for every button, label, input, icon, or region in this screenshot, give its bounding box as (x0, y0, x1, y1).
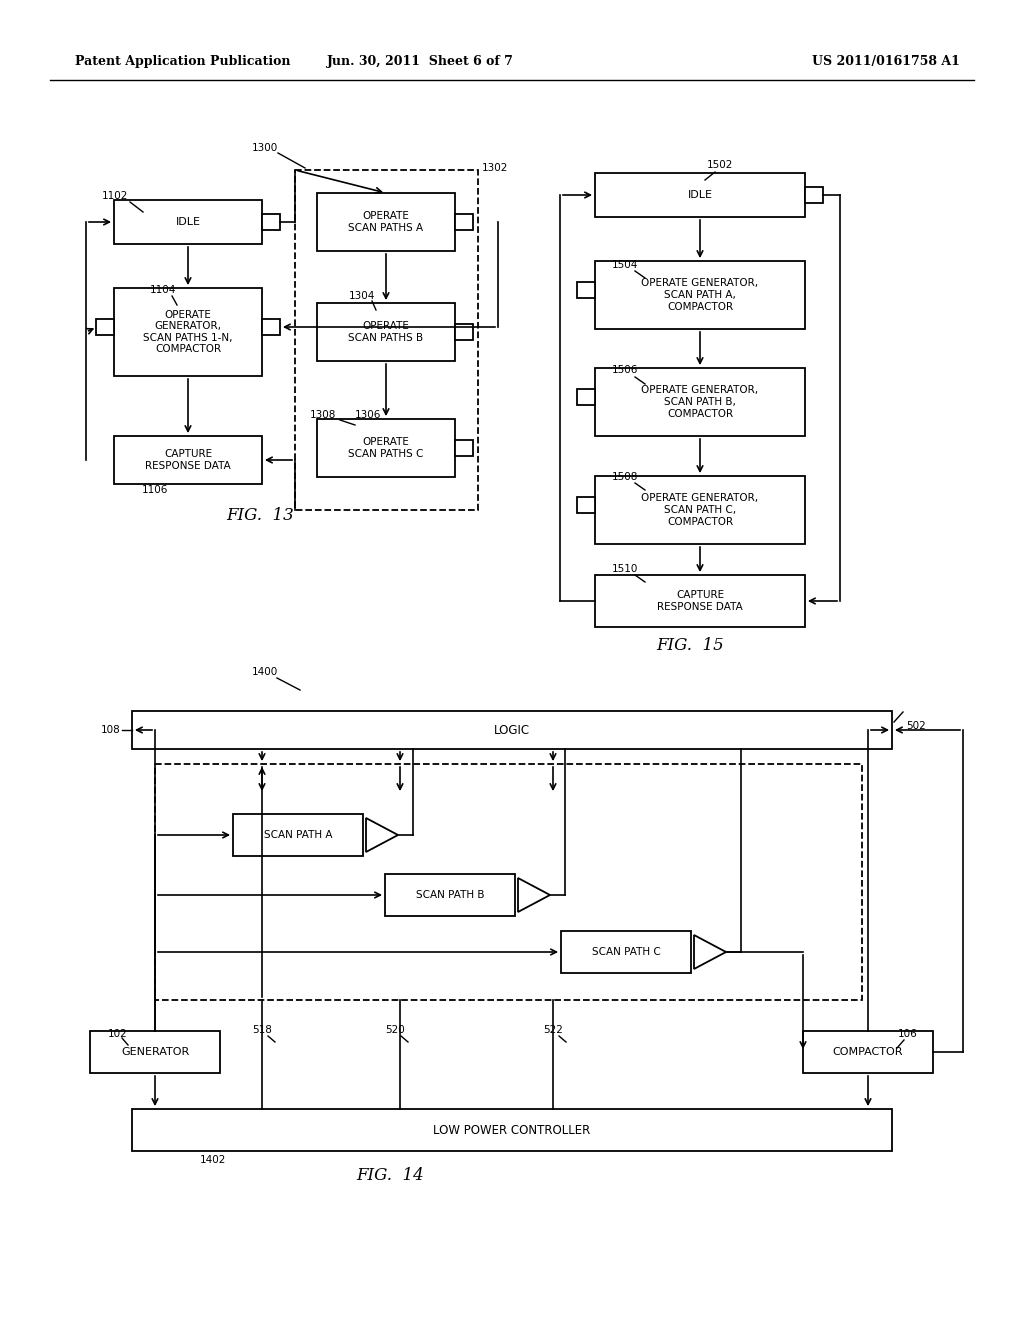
Text: OPERATE GENERATOR,
SCAN PATH A,
COMPACTOR: OPERATE GENERATOR, SCAN PATH A, COMPACTO… (641, 279, 759, 312)
Text: 1302: 1302 (482, 162, 508, 173)
Text: FIG.  14: FIG. 14 (356, 1167, 424, 1184)
Bar (317, 304, 455, 360)
Text: 1506: 1506 (611, 366, 638, 375)
Bar (233, 814, 362, 855)
Bar (595, 368, 805, 436)
Bar (577, 498, 595, 513)
Bar (385, 874, 515, 916)
Text: 1502: 1502 (707, 160, 733, 170)
Text: 520: 520 (385, 1026, 404, 1035)
Bar (96, 319, 114, 335)
Text: US 2011/0161758 A1: US 2011/0161758 A1 (812, 55, 961, 69)
Text: OPERATE
GENERATOR,
SCAN PATHS 1-N,
COMPACTOR: OPERATE GENERATOR, SCAN PATHS 1-N, COMPA… (143, 310, 232, 354)
Bar (262, 214, 280, 230)
Text: 1308: 1308 (310, 411, 336, 420)
Text: 1104: 1104 (150, 285, 176, 294)
Bar (455, 214, 473, 230)
Text: Jun. 30, 2011  Sheet 6 of 7: Jun. 30, 2011 Sheet 6 of 7 (327, 55, 513, 69)
Text: 1510: 1510 (611, 564, 638, 574)
Text: 1504: 1504 (611, 260, 638, 271)
Text: 522: 522 (543, 1026, 563, 1035)
Text: 502: 502 (906, 721, 926, 731)
Text: OPERATE GENERATOR,
SCAN PATH B,
COMPACTOR: OPERATE GENERATOR, SCAN PATH B, COMPACTO… (641, 385, 759, 418)
Text: SCAN PATH C: SCAN PATH C (592, 946, 660, 957)
Text: SCAN PATH B: SCAN PATH B (416, 890, 484, 900)
Text: FIG.  13: FIG. 13 (226, 507, 294, 524)
Text: IDLE: IDLE (687, 190, 713, 201)
Text: CAPTURE
RESPONSE DATA: CAPTURE RESPONSE DATA (657, 590, 742, 611)
Bar (455, 440, 473, 455)
Text: 1400: 1400 (252, 667, 279, 677)
Text: Patent Application Publication: Patent Application Publication (75, 55, 291, 69)
Bar (155, 764, 862, 1001)
Text: 1402: 1402 (200, 1155, 226, 1166)
Text: 108: 108 (101, 725, 121, 735)
Text: 106: 106 (898, 1030, 918, 1039)
Text: LOW POWER CONTROLLER: LOW POWER CONTROLLER (433, 1123, 591, 1137)
Text: 518: 518 (252, 1026, 272, 1035)
Text: GENERATOR: GENERATOR (121, 1047, 189, 1057)
Bar (577, 389, 595, 405)
Text: CAPTURE
RESPONSE DATA: CAPTURE RESPONSE DATA (145, 449, 230, 471)
Text: FIG.  15: FIG. 15 (656, 636, 724, 653)
Text: 1508: 1508 (611, 473, 638, 482)
Text: 1106: 1106 (141, 484, 168, 495)
Bar (90, 1031, 220, 1073)
Bar (114, 436, 262, 484)
Text: SCAN PATH A: SCAN PATH A (264, 830, 332, 840)
Bar (595, 477, 805, 544)
Bar (455, 323, 473, 341)
Text: OPERATE GENERATOR,
SCAN PATH C,
COMPACTOR: OPERATE GENERATOR, SCAN PATH C, COMPACTO… (641, 494, 759, 527)
Bar (595, 173, 805, 216)
Text: 102: 102 (109, 1030, 128, 1039)
Bar (595, 576, 805, 627)
Bar (132, 711, 892, 748)
Bar (803, 1031, 933, 1073)
Bar (317, 193, 455, 251)
Text: OPERATE
SCAN PATHS B: OPERATE SCAN PATHS B (348, 321, 424, 343)
Text: 1304: 1304 (349, 290, 375, 301)
Bar (132, 1109, 892, 1151)
Bar (577, 282, 595, 298)
Bar (114, 201, 262, 244)
Bar (317, 418, 455, 477)
Bar (561, 931, 691, 973)
Text: 1102: 1102 (101, 191, 128, 201)
Text: OPERATE
SCAN PATHS C: OPERATE SCAN PATHS C (348, 437, 424, 459)
Text: 1300: 1300 (252, 143, 279, 153)
Text: COMPACTOR: COMPACTOR (833, 1047, 903, 1057)
Bar (262, 319, 280, 335)
Text: OPERATE
SCAN PATHS A: OPERATE SCAN PATHS A (348, 211, 424, 232)
Text: 1306: 1306 (354, 411, 381, 420)
Bar (805, 187, 823, 203)
Text: LOGIC: LOGIC (494, 723, 530, 737)
Bar (114, 288, 262, 376)
Bar (595, 261, 805, 329)
Bar (295, 170, 478, 510)
Text: IDLE: IDLE (175, 216, 201, 227)
